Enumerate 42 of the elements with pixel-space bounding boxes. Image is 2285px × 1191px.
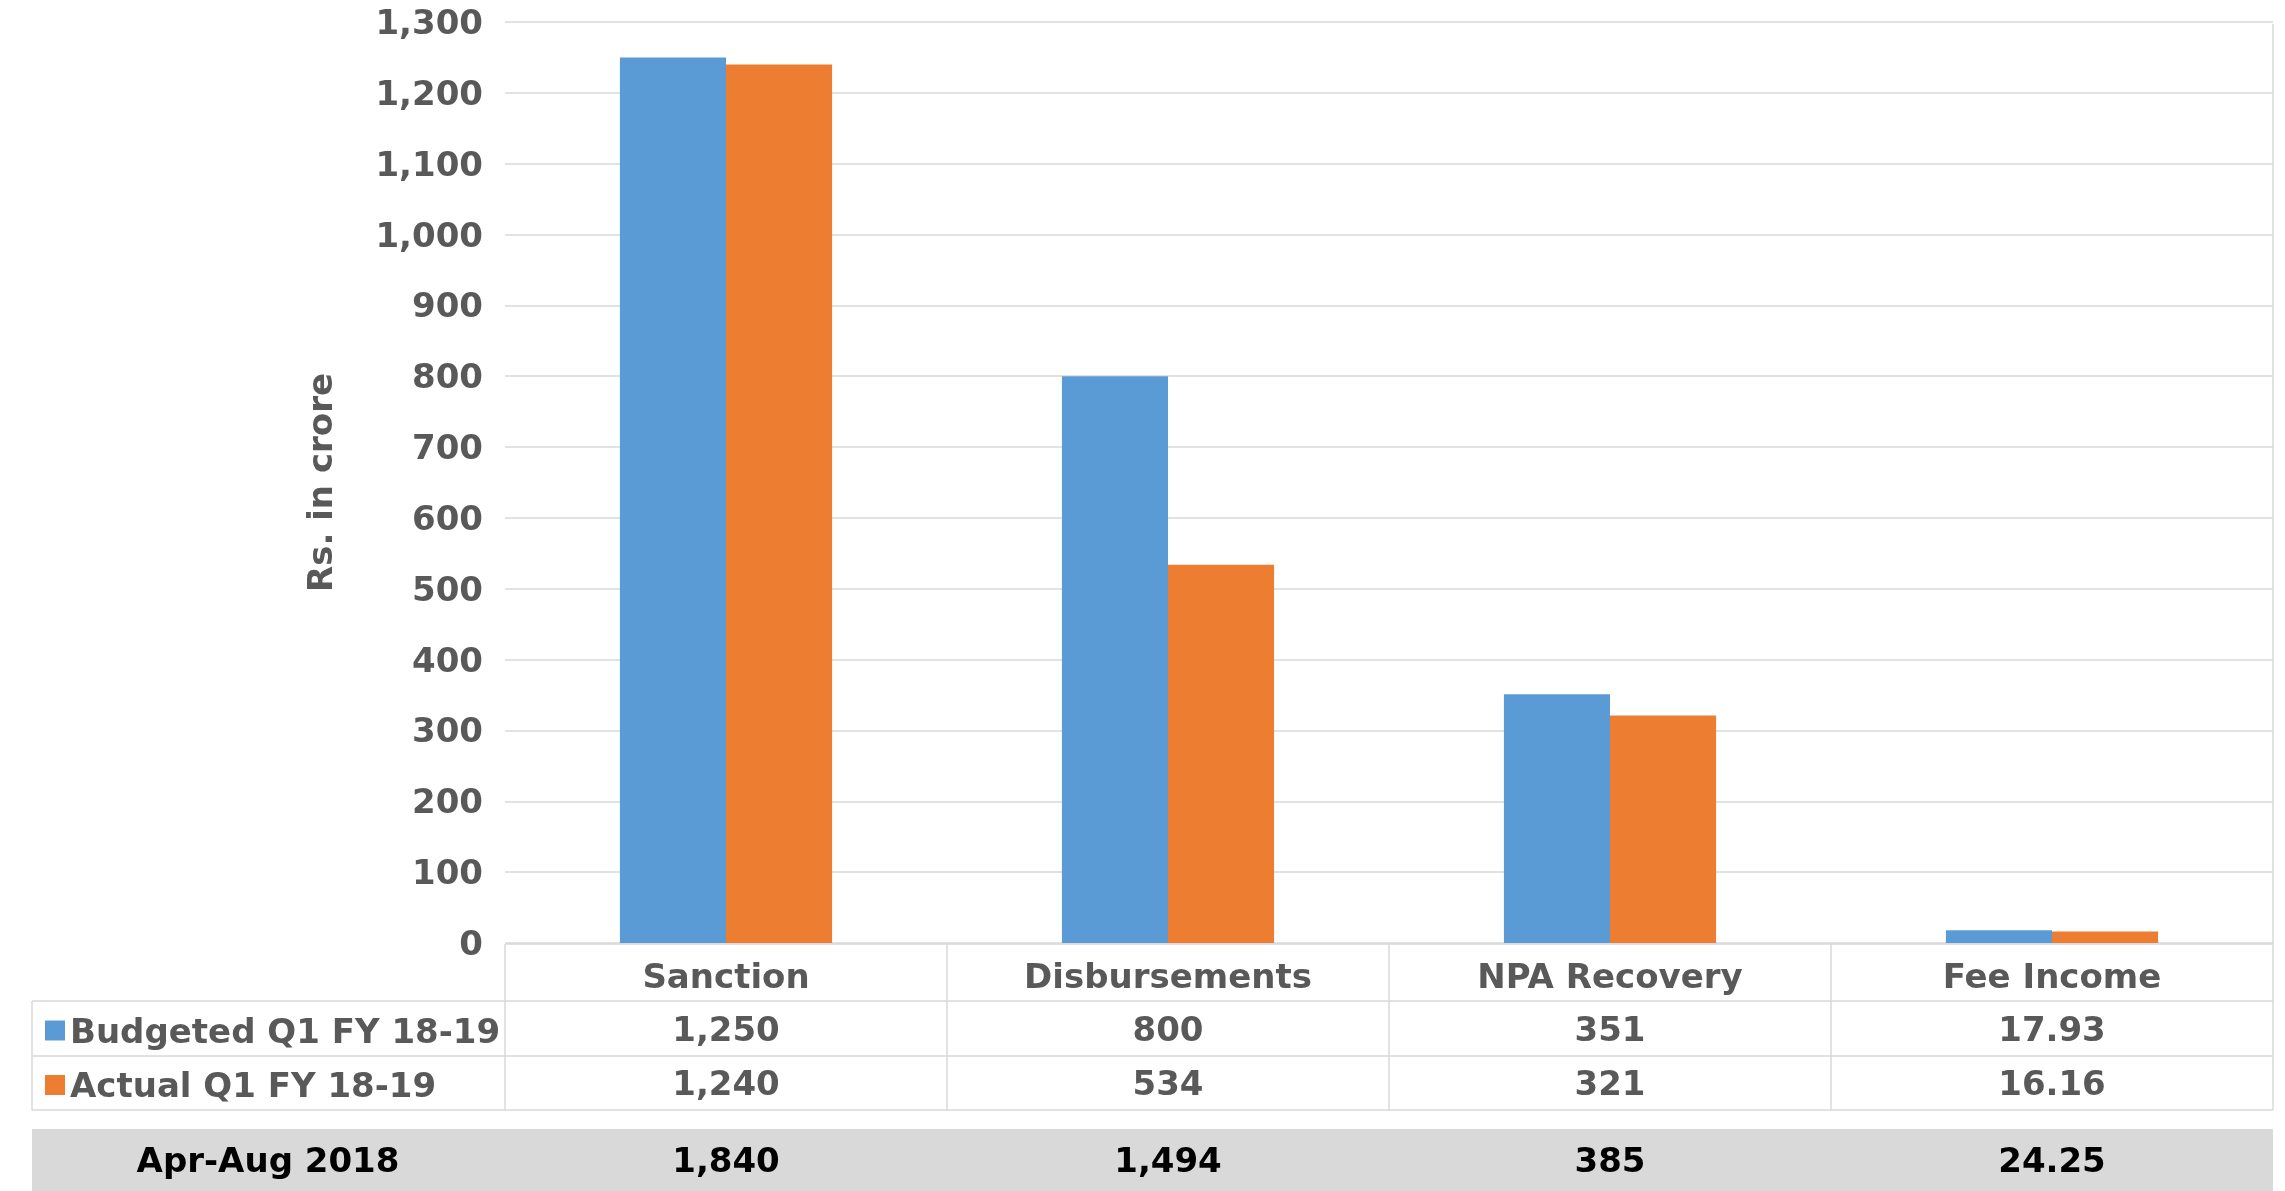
y-tick-label: 1,200: [375, 72, 483, 113]
y-tick-label: 800: [412, 356, 483, 397]
data-label: 800: [1132, 1008, 1204, 1049]
x-tick-label: Sanction: [642, 956, 810, 996]
data-label: 321: [1574, 1063, 1646, 1103]
bar: [1061, 376, 1168, 943]
y-tick-label: 600: [412, 497, 483, 538]
data-label: 351: [1574, 1008, 1646, 1049]
text: 1,494: [1114, 1140, 1222, 1180]
data-label: 1,250: [672, 1008, 780, 1049]
data-label: 16.16: [1998, 1063, 2106, 1103]
y-tick-label: 500: [412, 568, 483, 609]
y-axis-title: Rs. in crore: [300, 373, 340, 592]
x-tick-label: Disbursements: [1024, 956, 1312, 996]
y-tick-label: 400: [412, 639, 483, 680]
legend-label: Actual Q1 FY 18-19: [70, 1065, 437, 1105]
x-tick-label: Fee Income: [1942, 956, 2162, 996]
text: 385: [1574, 1140, 1646, 1180]
y-tick-label: 1,300: [375, 2, 483, 42]
legend-label: Budgeted Q1 FY 18-19: [70, 1010, 501, 1051]
y-tick-label: 900: [412, 285, 483, 326]
y-tick-label: 1,100: [375, 143, 483, 184]
bar: [1945, 930, 2052, 943]
text: 1,840: [672, 1140, 780, 1180]
y-tick-label: 700: [412, 427, 483, 468]
bar: [619, 57, 726, 943]
y-tick-label: 200: [412, 781, 483, 822]
data-label: 1,240: [672, 1063, 780, 1103]
y-tick-label: 0: [459, 923, 483, 963]
y-tick-label: 300: [412, 710, 483, 751]
data-label: 17.93: [1998, 1008, 2106, 1049]
bar: [726, 64, 833, 943]
text: 24.25: [1998, 1140, 2106, 1180]
bar: [1503, 694, 1610, 943]
y-tick-label: 100: [412, 852, 483, 893]
x-tick-label: NPA Recovery: [1477, 956, 1743, 996]
bar: [1168, 564, 1275, 943]
bar: [2052, 931, 2159, 943]
y-tick-label: 1,000: [375, 214, 483, 255]
data-label: 534: [1132, 1063, 1204, 1103]
bar: [1610, 715, 1717, 943]
text: Apr-Aug 2018: [136, 1140, 400, 1180]
